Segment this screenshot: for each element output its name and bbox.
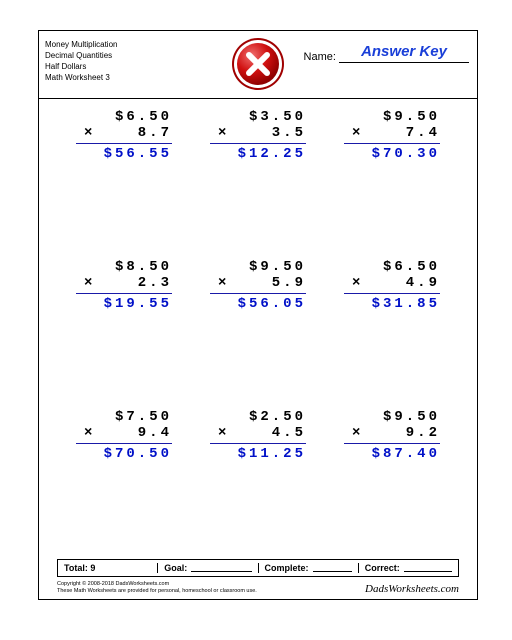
problems-grid: $6.50×8.7$56.55$3.50×3.5$12.25$9.50×7.4$… <box>39 109 477 559</box>
problem-mid: ×2.3 <box>76 275 172 291</box>
header: Money Multiplication Decimal Quantities … <box>39 31 477 99</box>
problem-rule <box>210 143 306 144</box>
copyright: Copyright © 2008-2018 DadsWorksheets.com… <box>57 581 257 595</box>
problem-rule <box>76 143 172 144</box>
problem-top: $6.50 <box>344 259 440 275</box>
header-line: Decimal Quantities <box>45 50 117 61</box>
problem-top: $9.50 <box>344 109 440 125</box>
footer-complete: Complete: <box>259 563 359 573</box>
problem-top: $7.50 <box>76 409 172 425</box>
problem-rule <box>210 293 306 294</box>
problem-answer: $70.50 <box>76 446 172 462</box>
problem-answer: $31.85 <box>344 296 440 312</box>
problem-rule <box>76 293 172 294</box>
footer-correct: Correct: <box>359 563 458 573</box>
name-field: Name: Answer Key <box>304 45 469 63</box>
problem-rule <box>344 293 440 294</box>
problem-rule <box>344 443 440 444</box>
header-line: Half Dollars <box>45 61 117 72</box>
problem-answer: $19.55 <box>76 296 172 312</box>
footer-goal: Goal: <box>158 563 258 573</box>
problem: $8.50×2.3 $19.55 <box>76 259 172 409</box>
problem-rule <box>344 143 440 144</box>
worksheet-page: Money Multiplication Decimal Quantities … <box>38 30 478 600</box>
footer-total: Total: 9 <box>58 563 158 573</box>
problem-top: $9.50 <box>210 259 306 275</box>
problem: $7.50×9.4 $70.50 <box>76 409 172 559</box>
problem: $9.50×5.9 $56.05 <box>210 259 306 409</box>
problem-top: $3.50 <box>210 109 306 125</box>
name-label: Name: <box>304 51 336 63</box>
problem-mid: ×5.9 <box>210 275 306 291</box>
problem-top: $8.50 <box>76 259 172 275</box>
problem-answer: $11.25 <box>210 446 306 462</box>
site-name: DadsWorksheets.com <box>365 583 459 595</box>
problem: $2.50×4.5 $11.25 <box>210 409 306 559</box>
problem-answer: $12.25 <box>210 146 306 162</box>
problem-top: $2.50 <box>210 409 306 425</box>
problem-mid: ×9.2 <box>344 425 440 441</box>
problem-answer: $56.55 <box>76 146 172 162</box>
answer-key-text: Answer Key <box>361 43 447 60</box>
problem-mid: ×4.5 <box>210 425 306 441</box>
header-line: Math Worksheet 3 <box>45 72 117 83</box>
header-line: Money Multiplication <box>45 39 117 50</box>
problem-mid: ×4.9 <box>344 275 440 291</box>
problem: $9.50×7.4 $70.30 <box>344 109 440 259</box>
problem-rule <box>210 443 306 444</box>
problem: $3.50×3.5 $12.25 <box>210 109 306 259</box>
header-title-block: Money Multiplication Decimal Quantities … <box>45 39 117 83</box>
problem-mid: ×7.4 <box>344 125 440 141</box>
problem-top: $6.50 <box>76 109 172 125</box>
problem-mid: ×9.4 <box>76 425 172 441</box>
multiply-logo-icon <box>231 37 285 91</box>
problem-mid: ×8.7 <box>76 125 172 141</box>
problem: $9.50×9.2 $87.40 <box>344 409 440 559</box>
footer-box: Total: 9 Goal: Complete: Correct: <box>57 559 459 577</box>
problem-top: $9.50 <box>344 409 440 425</box>
problem-answer: $70.30 <box>344 146 440 162</box>
problem-rule <box>76 443 172 444</box>
problem-answer: $87.40 <box>344 446 440 462</box>
problem-answer: $56.05 <box>210 296 306 312</box>
name-line: Answer Key <box>339 45 469 63</box>
problem: $6.50×8.7 $56.55 <box>76 109 172 259</box>
problem-mid: ×3.5 <box>210 125 306 141</box>
problem: $6.50×4.9 $31.85 <box>344 259 440 409</box>
